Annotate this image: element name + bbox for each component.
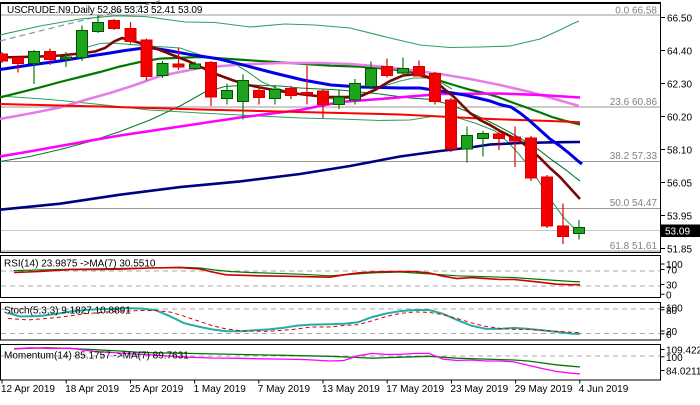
svg-text:20: 20 xyxy=(666,327,678,338)
svg-text:13 May 2019: 13 May 2019 xyxy=(322,384,380,395)
svg-text:0.0 66.58: 0.0 66.58 xyxy=(615,6,657,17)
svg-text:12 Apr 2019: 12 Apr 2019 xyxy=(1,384,55,395)
svg-text:58.10: 58.10 xyxy=(667,146,692,157)
svg-text:USCRUDE.N9,Daily 52.86 53.43: USCRUDE.N9,Daily 52.86 53.43 52.41 53.09 xyxy=(7,5,203,16)
svg-text:51.85: 51.85 xyxy=(667,245,692,256)
svg-text:109.422: 109.422 xyxy=(666,346,700,357)
svg-text:30: 30 xyxy=(666,281,678,292)
svg-text:Stoch(5,3,3) 9.1827 10.8891: Stoch(5,3,3) 9.1827 10.8891 xyxy=(4,306,131,317)
svg-text:18 Apr 2019: 18 Apr 2019 xyxy=(65,384,119,395)
svg-text:23.6 60.86: 23.6 60.86 xyxy=(610,97,658,108)
svg-text:56.05: 56.05 xyxy=(667,179,692,190)
svg-text:100: 100 xyxy=(666,260,683,271)
svg-text:0: 0 xyxy=(666,330,672,341)
svg-text:17 May 2019: 17 May 2019 xyxy=(386,384,444,395)
svg-text:RSI(14) 23.9875 ->MA(7) 30.55: RSI(14) 23.9875 ->MA(7) 30.5510 xyxy=(4,259,156,270)
svg-text:64.40: 64.40 xyxy=(667,47,692,58)
svg-text:53.95: 53.95 xyxy=(667,212,692,223)
svg-text:70: 70 xyxy=(666,266,678,277)
svg-text:50.0 54.47: 50.0 54.47 xyxy=(610,198,658,209)
svg-text:60.20: 60.20 xyxy=(667,113,692,124)
svg-text:100: 100 xyxy=(666,353,683,364)
svg-text:29 May 2019: 29 May 2019 xyxy=(515,384,573,395)
svg-text:62.30: 62.30 xyxy=(667,80,692,91)
svg-text:61.8 51.61: 61.8 51.61 xyxy=(610,241,658,252)
svg-text:100: 100 xyxy=(666,303,683,314)
svg-text:7 May 2019: 7 May 2019 xyxy=(258,384,311,395)
svg-text:0: 0 xyxy=(666,290,672,301)
svg-text:Momentum(14) 85.1757 ->MA(7): Momentum(14) 85.1757 ->MA(7) 89.7631 xyxy=(4,351,189,362)
svg-text:80: 80 xyxy=(666,306,678,317)
svg-text:23 May 2019: 23 May 2019 xyxy=(450,384,508,395)
svg-text:1 May 2019: 1 May 2019 xyxy=(194,384,247,395)
svg-text:4 Jun 2019: 4 Jun 2019 xyxy=(579,384,629,395)
svg-text:25 Apr 2019: 25 Apr 2019 xyxy=(129,384,183,395)
svg-text:66.50: 66.50 xyxy=(667,14,692,25)
svg-text:84.0211: 84.0211 xyxy=(666,367,700,378)
svg-text:38.2 57.33: 38.2 57.33 xyxy=(610,151,658,162)
svg-text:53.09: 53.09 xyxy=(665,227,690,238)
